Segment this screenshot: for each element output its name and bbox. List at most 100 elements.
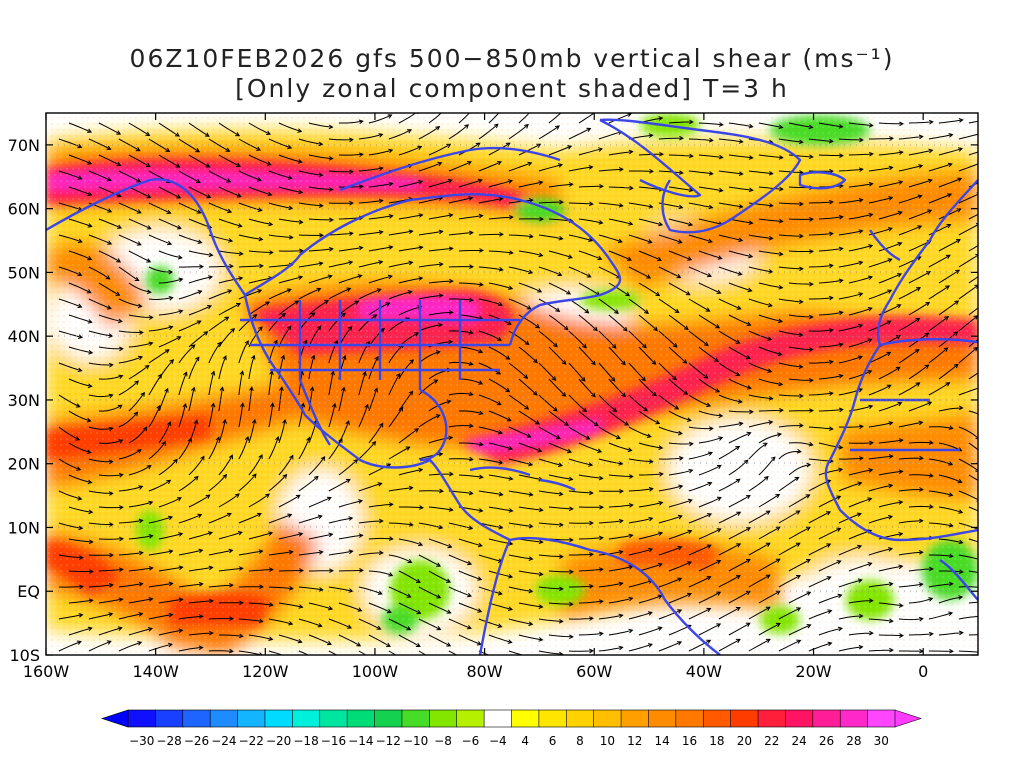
streamline-arrow: [748, 187, 754, 193]
streamline-arrow: [621, 360, 626, 366]
streamline-arrow: [984, 300, 988, 304]
streamline: [778, 202, 803, 205]
streamline-arrow: [569, 569, 574, 575]
streamline: [58, 641, 82, 652]
streamline-arrow: [228, 454, 233, 460]
lon-tick-label: 60W: [576, 662, 612, 681]
streamline: [758, 456, 776, 476]
streamline: [658, 137, 683, 140]
streamline: [668, 314, 689, 330]
streamline-arrow: [837, 593, 843, 599]
streamline-arrow: [828, 138, 834, 144]
streamline: [928, 285, 950, 300]
streamline-arrow: [156, 404, 161, 410]
streamline: [758, 433, 782, 444]
streamline-arrow: [674, 405, 680, 410]
streamline-arrow: [643, 406, 648, 412]
streamline-arrow: [567, 448, 573, 454]
streamline: [928, 163, 952, 172]
streamline-arrow: [838, 310, 844, 316]
streamline: [578, 410, 599, 427]
streamline: [248, 250, 273, 253]
streamline: [638, 250, 662, 261]
streamline: [488, 113, 500, 124]
streamline-arrow: [568, 506, 574, 512]
streamline-arrow: [943, 347, 949, 352]
streamline: [638, 282, 660, 296]
streamline-arrow: [795, 510, 801, 515]
streamline: [448, 554, 472, 565]
streamline: [688, 608, 711, 620]
streamline-arrow: [165, 147, 171, 153]
streamline: [418, 126, 440, 140]
streamline: [118, 641, 142, 652]
streamline: [568, 202, 593, 205]
streamline: [608, 113, 632, 124]
streamline: [488, 250, 513, 254]
streamline: [838, 579, 862, 588]
streamline-arrow: [948, 492, 954, 497]
streamline: [818, 560, 841, 572]
streamline: [698, 282, 721, 294]
streamline-arrow: [89, 569, 94, 574]
streamline-arrow: [918, 455, 924, 461]
streamline-arrow: [468, 297, 474, 303]
streamline-arrow: [358, 245, 364, 251]
streamline-arrow: [736, 511, 742, 516]
streamline: [548, 113, 562, 124]
streamline-arrow: [199, 264, 204, 270]
streamline: [838, 457, 863, 460]
streamline: [628, 458, 653, 463]
streamline: [538, 125, 560, 140]
streamline-arrow: [331, 402, 337, 408]
streamline-arrow: [526, 305, 532, 310]
streamline-arrow: [168, 581, 174, 587]
streamline-arrow: [770, 456, 776, 462]
colorbar-swatch: [648, 709, 677, 728]
streamline-arrow: [648, 459, 654, 464]
streamline: [118, 170, 141, 183]
streamline-arrow: [716, 464, 722, 470]
streamline: [478, 266, 503, 271]
streamline-arrow: [446, 143, 452, 148]
streamline-arrow: [838, 278, 844, 284]
streamline: [758, 122, 783, 128]
streamline-arrow: [678, 484, 684, 490]
colorbar-label: 22: [764, 734, 779, 748]
streamline: [58, 522, 83, 529]
streamline: [908, 441, 933, 444]
streamline: [178, 549, 203, 556]
lon-tick-label: 20W: [795, 662, 831, 681]
streamline: [358, 200, 383, 204]
streamline: [118, 449, 142, 460]
streamline-arrow: [775, 622, 781, 628]
streamline: [548, 250, 573, 259]
colorbar-swatch: [538, 709, 567, 728]
streamline-arrow: [168, 612, 174, 618]
streamline: [398, 634, 421, 647]
streamline-arrow: [168, 325, 174, 330]
streamline-arrow: [108, 426, 114, 432]
streamline: [368, 246, 393, 252]
streamline: [328, 517, 353, 524]
streamline: [238, 436, 249, 460]
streamline-arrow: [106, 305, 112, 310]
streamline-arrow: [78, 555, 84, 560]
colorbar-swatch: [429, 709, 458, 728]
streamline: [928, 193, 952, 204]
streamline: [568, 362, 586, 382]
streamline-arrow: [418, 245, 424, 250]
streamline-arrow: [588, 462, 594, 467]
streamline: [338, 602, 362, 612]
streamline-arrow: [648, 204, 654, 209]
streamline: [638, 346, 656, 365]
streamline: [478, 490, 503, 496]
streamline: [388, 554, 412, 563]
streamline: [428, 179, 453, 188]
streamline: [238, 265, 263, 268]
streamline-arrow: [706, 607, 712, 613]
streamline: [188, 632, 213, 636]
streamline-arrow: [178, 277, 184, 283]
colorbar-label: −10: [403, 734, 428, 748]
streamline-arrow: [77, 367, 83, 373]
